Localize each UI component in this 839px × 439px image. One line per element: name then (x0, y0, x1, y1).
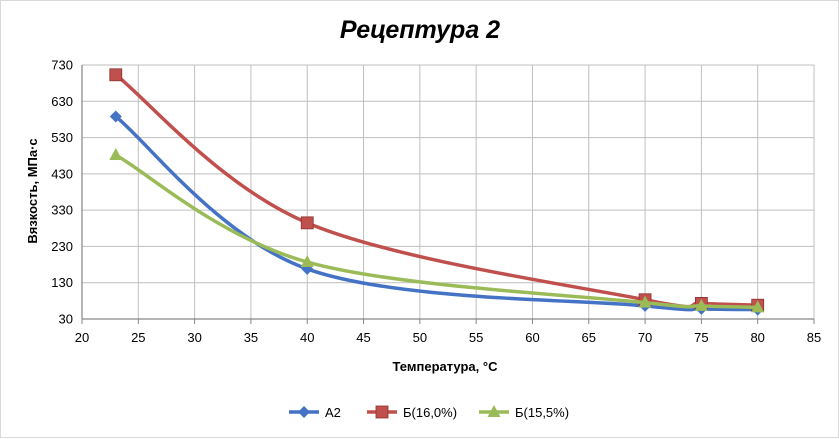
data-point (694, 298, 708, 311)
legend-swatch-marker (298, 406, 310, 418)
series (109, 68, 765, 316)
legend-label: Б(15,5%) (515, 405, 569, 420)
x-axis-title: Температура, °С (393, 359, 499, 374)
series-2 (109, 68, 765, 312)
x-tick-label: 20 (75, 330, 89, 345)
data-point (109, 110, 122, 123)
y-tick-label: 730 (51, 58, 73, 73)
x-tick-label: 35 (244, 330, 258, 345)
x-tick-label: 25 (131, 330, 145, 345)
x-tick-label: 80 (750, 330, 764, 345)
data-point (300, 216, 314, 230)
legend-entry: Б(16,0%) (367, 405, 457, 420)
data-point (109, 147, 123, 160)
y-axis-title: Вязкость, МПа·с (25, 138, 40, 243)
x-tick-label: 65 (582, 330, 596, 345)
legend-swatch-marker (375, 405, 389, 419)
x-tick-label: 55 (469, 330, 483, 345)
legend: А2 Б(16,0%) Б(15,5%) (289, 405, 569, 420)
x-tick-label: 45 (356, 330, 370, 345)
tick-labels: 30 130 230 330 430 530 630 730 20 25 30 35 40 45 50 55 6… (51, 58, 821, 346)
chart-title: Рецептура 2 (340, 16, 500, 44)
legend-label: А2 (325, 405, 341, 420)
x-tick-label: 75 (694, 330, 708, 345)
legend-swatch-marker (487, 405, 501, 417)
x-tick-label: 60 (525, 330, 539, 345)
series-line (114, 73, 760, 309)
x-tick-label: 30 (187, 330, 201, 345)
x-tick-label: 50 (413, 330, 427, 345)
series-3 (109, 147, 765, 313)
x-tick-label: 70 (638, 330, 652, 345)
data-point (109, 68, 123, 82)
data-point (751, 300, 765, 313)
axes (81, 65, 815, 324)
y-tick-label: 30 (59, 312, 73, 327)
series-line (114, 153, 760, 310)
legend-label: Б(16,0%) (403, 405, 457, 420)
y-tick-label: 530 (51, 130, 73, 145)
data-point (638, 295, 652, 308)
y-tick-label: 330 (51, 203, 73, 218)
y-tick-label: 630 (51, 94, 73, 109)
y-tick-label: 430 (51, 166, 73, 181)
series-line (114, 114, 760, 312)
grid (81, 64, 815, 320)
y-tick-label: 130 (51, 275, 73, 290)
legend-entry: А2 (289, 405, 341, 420)
x-tick-label: 85 (807, 330, 821, 345)
y-tick-label: 230 (51, 239, 73, 254)
x-tick-label: 40 (300, 330, 314, 345)
legend-entry: Б(15,5%) (479, 405, 569, 420)
data-point (300, 255, 314, 268)
